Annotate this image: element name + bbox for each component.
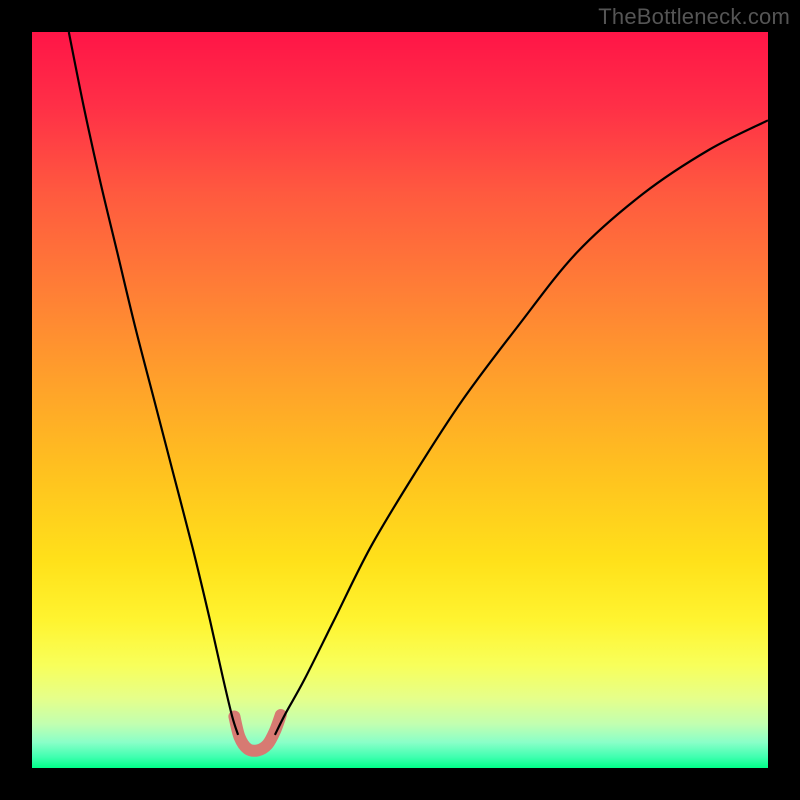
plot-area	[32, 32, 768, 768]
trough-marker	[234, 715, 280, 751]
curve-left	[69, 32, 238, 735]
curve-right	[275, 120, 768, 735]
watermark-text: TheBottleneck.com	[598, 4, 790, 30]
curve-layer	[32, 32, 768, 768]
